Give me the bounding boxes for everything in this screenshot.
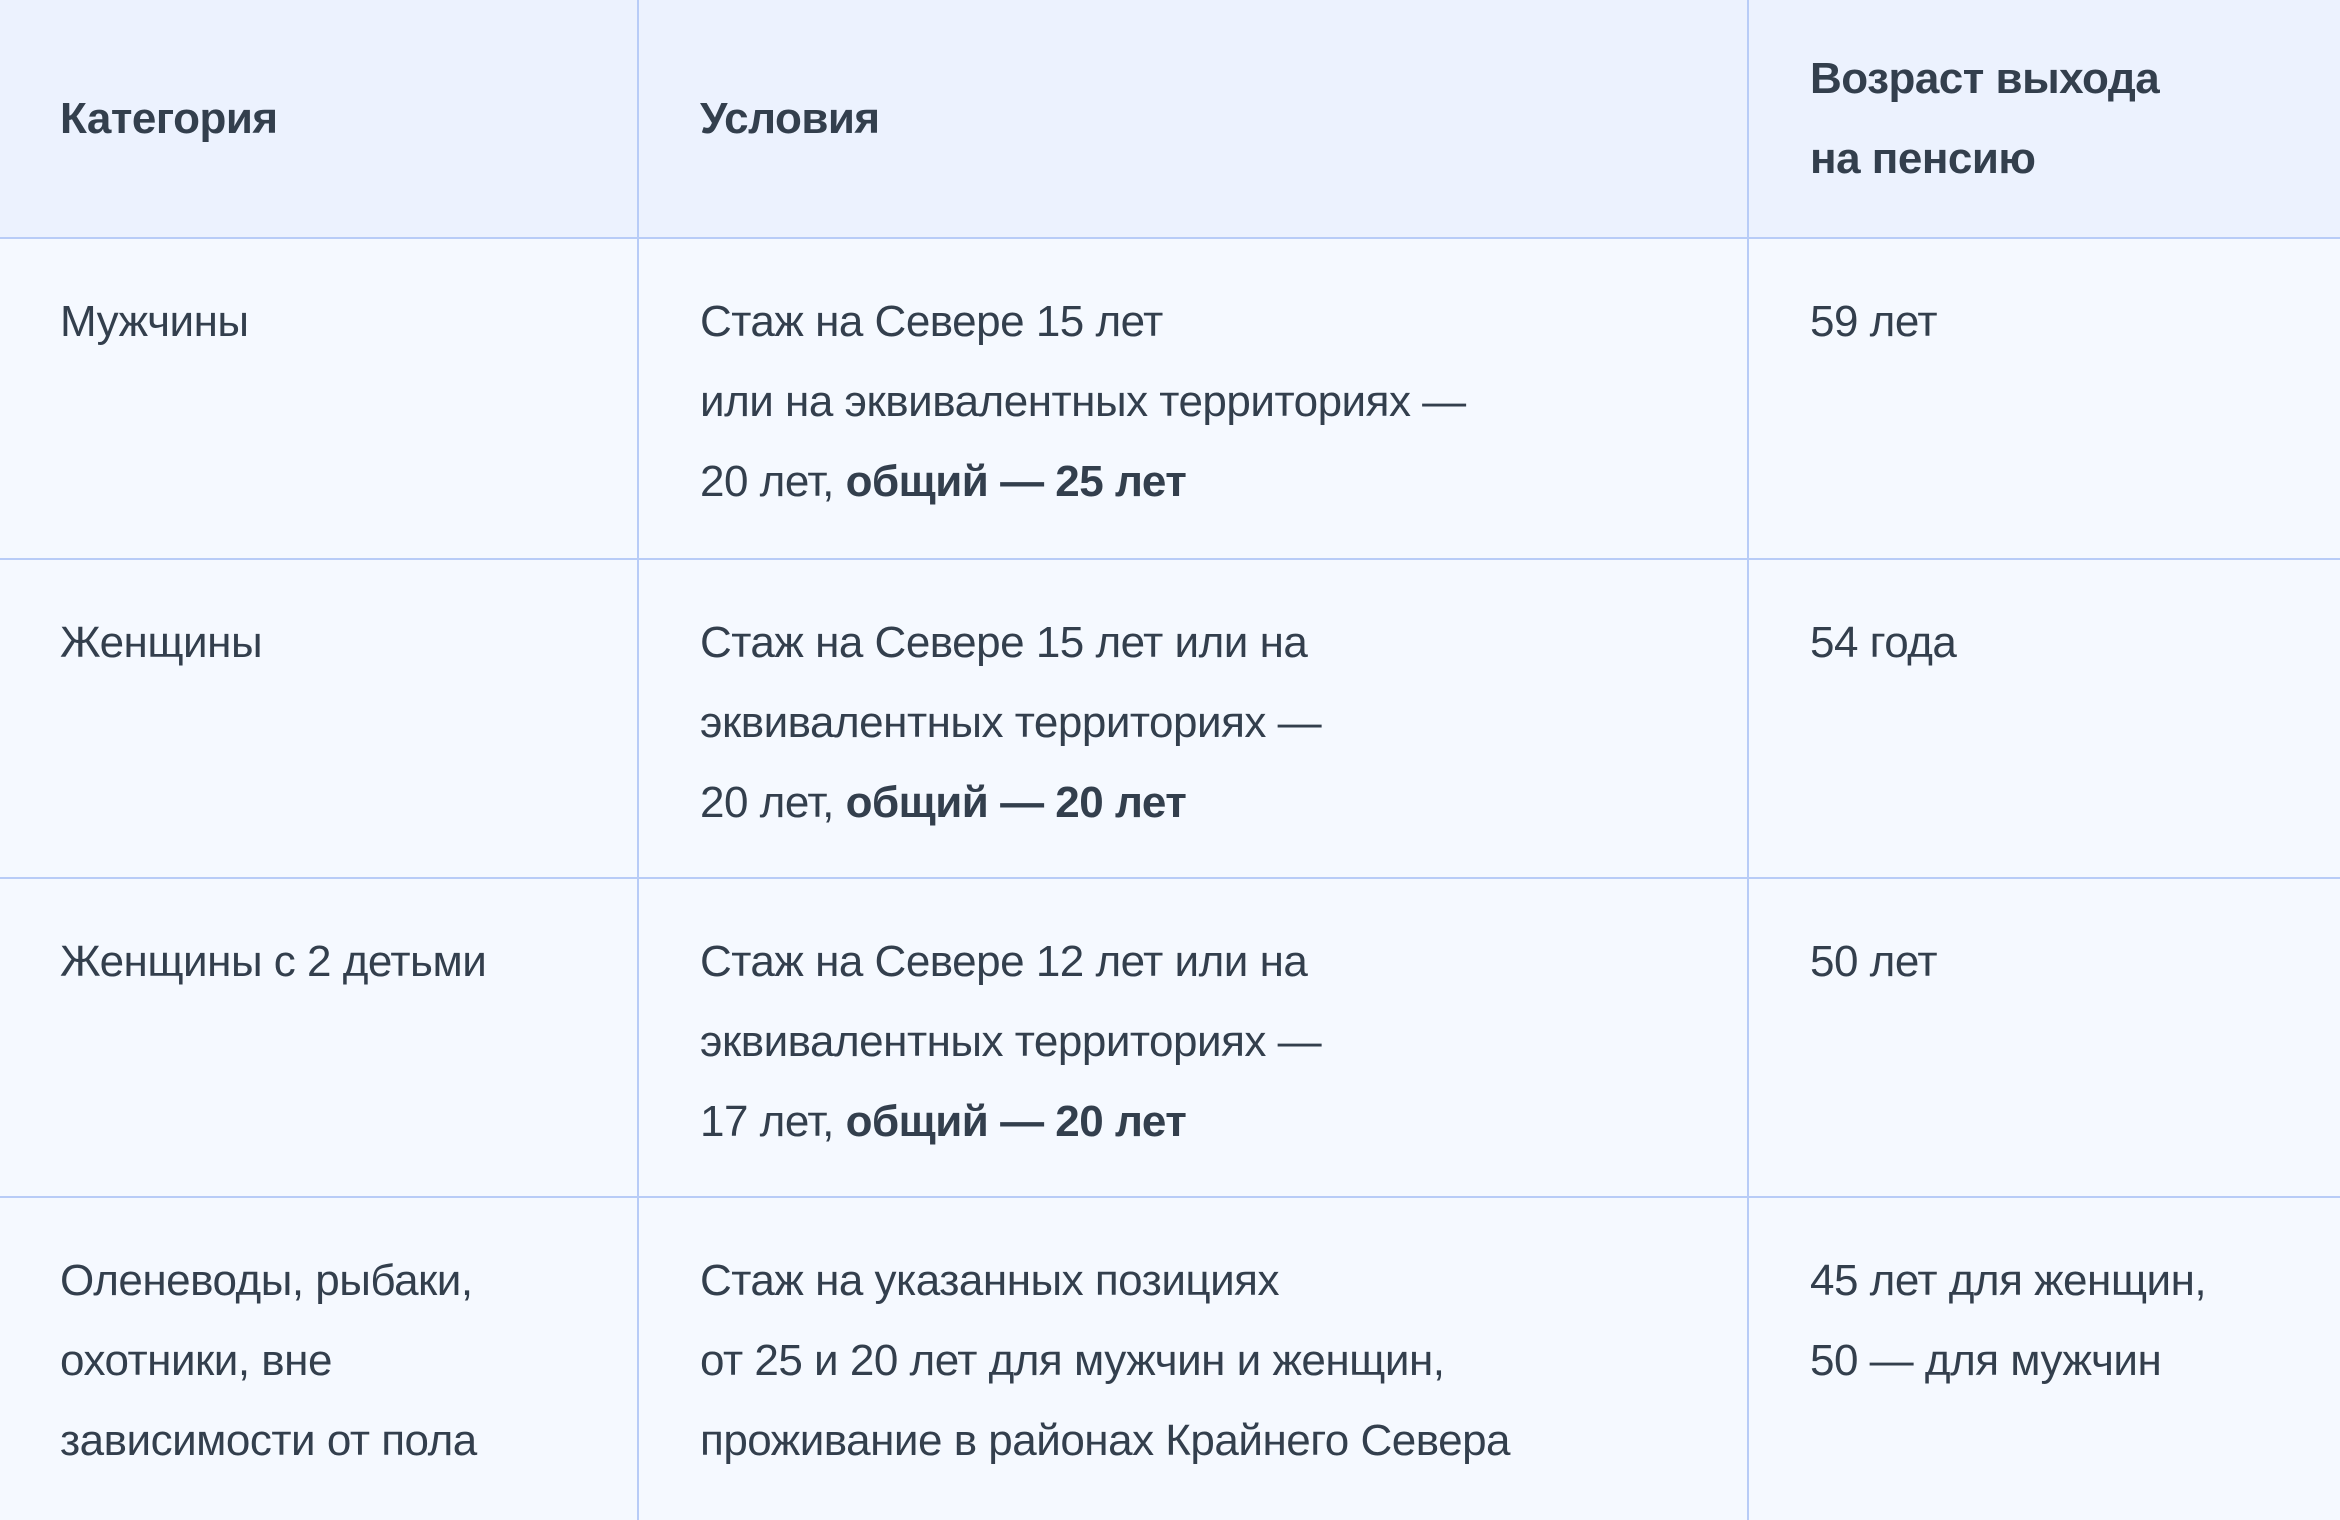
cell-line: 45 лет для женщин, <box>1810 1241 2310 1321</box>
cell-line: или на эквивалентных территориях — <box>700 362 1717 442</box>
cell-line: от 25 и 20 лет для мужчин и женщин, <box>700 1321 1717 1401</box>
text: 20 лет, <box>700 457 846 506</box>
cell-line: 17 лет, общий — 20 лет <box>700 1082 1717 1162</box>
text: Мужчины <box>60 297 249 346</box>
text: Условия <box>700 93 880 143</box>
cell-line: Стаж на Севере 15 лет <box>700 282 1717 362</box>
text: 45 лет для женщин, <box>1810 1256 2207 1305</box>
cell-category: Женщины <box>0 560 639 879</box>
cell-line: Женщины с 2 детьми <box>60 922 607 1002</box>
cell-line: 50 — для мужчин <box>1810 1321 2310 1401</box>
cell-category: Мужчины <box>0 239 639 560</box>
cell-age: 45 лет для женщин, 50 — для мужчин <box>1749 1198 2340 1520</box>
text: эквивалентных территориях — <box>700 1017 1322 1066</box>
cell-line: Возраст выхода <box>1810 39 2310 119</box>
cell-line: эквивалентных территориях — <box>700 683 1717 763</box>
cell-line: Оленеводы, рыбаки, <box>60 1241 607 1321</box>
cell-age: 50 лет <box>1749 879 2340 1198</box>
text: Стаж на указанных позициях <box>700 1256 1280 1305</box>
cell-line: Стаж на Севере 15 лет или на <box>700 603 1717 683</box>
text: 54 года <box>1810 618 1957 667</box>
text: Стаж на Севере 15 лет <box>700 297 1163 346</box>
bold-text: общий — 20 лет <box>845 778 1187 827</box>
cell-line: охотники, вне <box>60 1321 607 1401</box>
cell-line: 54 года <box>1810 603 2310 683</box>
cell-line: 20 лет, общий — 25 лет <box>700 442 1717 522</box>
cell-age: 54 года <box>1749 560 2340 879</box>
text: проживание в районах Крайнего Севера <box>700 1416 1511 1465</box>
text: Возраст выхода <box>1810 53 2160 103</box>
text: Женщины <box>60 618 263 667</box>
cell-category: Женщины с 2 детьми <box>0 879 639 1198</box>
cell-line: эквивалентных территориях — <box>700 1002 1717 1082</box>
header-age: Возраст выхода на пенсию <box>1749 0 2340 239</box>
cell-conditions: Стаж на Севере 15 лет или на эквивалентны… <box>639 239 1749 560</box>
cell-line: Условия <box>700 79 1717 159</box>
text: или на эквивалентных территориях — <box>700 377 1466 426</box>
header-category: Категория <box>0 0 639 239</box>
text: Категория <box>60 93 278 143</box>
cell-line: Женщины <box>60 603 607 683</box>
bold-text: общий — 25 лет <box>845 457 1187 506</box>
cell-line: проживание в районах Крайнего Севера <box>700 1401 1717 1481</box>
text: от 25 и 20 лет для мужчин и женщин, <box>700 1336 1445 1385</box>
text: Женщины с 2 детьми <box>60 937 487 986</box>
cell-category: Оленеводы, рыбаки, охотники, вне зависимос… <box>0 1198 639 1520</box>
text: охотники, вне <box>60 1336 332 1385</box>
text: Стаж на Севере 15 лет или на <box>700 618 1308 667</box>
text: Стаж на Севере 12 лет или на <box>700 937 1308 986</box>
bold-text: общий — 20 лет <box>845 1097 1187 1146</box>
cell-line: Категория <box>60 79 607 159</box>
text: 17 лет, <box>700 1097 846 1146</box>
cell-line: 20 лет, общий — 20 лет <box>700 763 1717 843</box>
text: эквивалентных территориях — <box>700 698 1322 747</box>
cell-line: 50 лет <box>1810 922 2310 1002</box>
cell-line: Стаж на Севере 12 лет или на <box>700 922 1717 1002</box>
cell-line: Мужчины <box>60 282 607 362</box>
text: зависимости от пола <box>60 1416 477 1465</box>
text: 50 — для мужчин <box>1810 1336 2162 1385</box>
cell-line: зависимости от пола <box>60 1401 607 1481</box>
cell-line: 59 лет <box>1810 282 2310 362</box>
text: 50 лет <box>1810 937 1938 986</box>
cell-line: Стаж на указанных позициях <box>700 1241 1717 1321</box>
cell-line: на пенсию <box>1810 119 2310 199</box>
text: Оленеводы, рыбаки, <box>60 1256 473 1305</box>
text: 59 лет <box>1810 297 1938 346</box>
text: 20 лет, <box>700 778 846 827</box>
cell-conditions: Стаж на Севере 12 лет или на эквивалентны… <box>639 879 1749 1198</box>
cell-conditions: Стаж на Севере 15 лет или на эквивалентны… <box>639 560 1749 879</box>
cell-age: 59 лет <box>1749 239 2340 560</box>
text: на пенсию <box>1810 133 2036 183</box>
cell-conditions: Стаж на указанных позициях от 25 и 20 лет… <box>639 1198 1749 1520</box>
header-conditions: Условия <box>639 0 1749 239</box>
